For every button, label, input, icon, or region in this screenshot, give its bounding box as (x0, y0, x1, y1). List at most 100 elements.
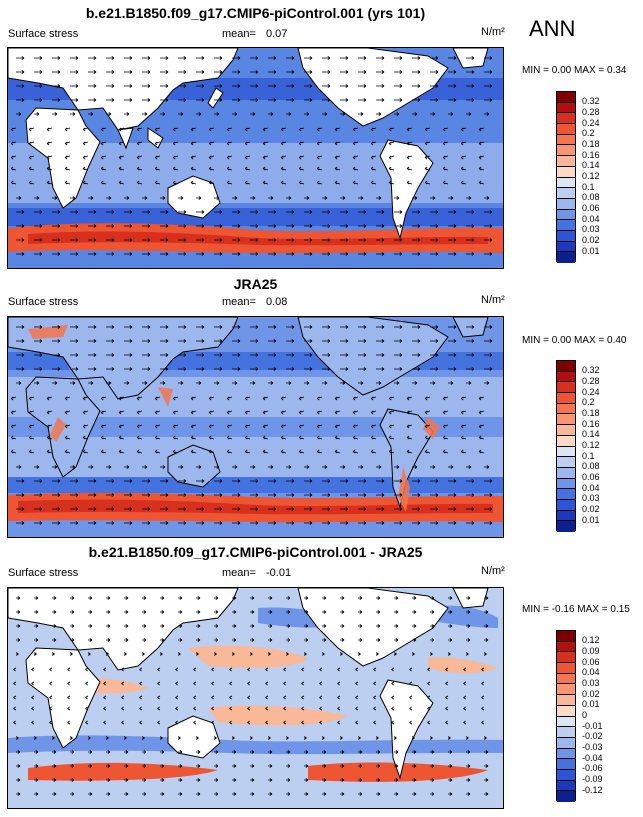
wind-vector-arrow (229, 695, 233, 700)
wind-vector-arrow (229, 667, 233, 672)
colorbar-swatch (557, 220, 575, 231)
wind-vector-arrow (16, 638, 21, 642)
wind-vector-arrow (376, 465, 382, 469)
wind-vector-arrow (340, 381, 346, 385)
wind-vector-arrow (190, 410, 197, 415)
wind-vector-arrow (286, 98, 295, 102)
wind-vector-arrow (244, 180, 251, 185)
wind-vector-arrow (412, 652, 415, 656)
colorbar-swatch (557, 521, 575, 532)
wind-vector-arrow (154, 127, 161, 132)
wind-vector-arrow (178, 610, 183, 614)
wind-vector-arrow (322, 84, 331, 88)
wind-vector-arrow (250, 224, 259, 228)
wind-vector-arrow (250, 238, 259, 242)
wind-vector-arrow (283, 720, 287, 725)
colorbar-swatch (557, 134, 575, 146)
wind-vector-arrow (211, 695, 215, 700)
wind-vector-arrow (406, 410, 413, 415)
wind-vector-arrow (301, 667, 305, 672)
wind-vector-arrow (388, 155, 395, 160)
wind-vector-arrow (70, 224, 79, 228)
wind-vector-arrow (298, 410, 305, 415)
wind-vector-arrow (394, 778, 399, 782)
wind-vector-arrow (460, 155, 467, 160)
wind-vector-arrow (190, 180, 197, 185)
wind-vector-arrow (340, 764, 345, 768)
wind-vector-arrow (334, 449, 341, 454)
wind-vector-arrow (88, 521, 97, 525)
wind-vector-arrow (34, 610, 39, 614)
wind-vector-arrow (358, 493, 367, 497)
wind-vector-arrow (34, 84, 43, 88)
wind-vector-arrow (406, 435, 413, 440)
wind-vector-arrow (358, 196, 364, 200)
wind-vector-arrow (322, 70, 331, 74)
wind-vector-arrow (178, 479, 187, 483)
wind-vector-arrow (268, 224, 277, 228)
wind-vector-arrow (175, 706, 179, 711)
colorbar-swatch (557, 510, 575, 522)
wind-vector-arrow (268, 252, 277, 256)
colorbar-tick-label: -0.04 (582, 753, 603, 763)
wind-vector-arrow (340, 624, 345, 628)
wind-vector-arrow (16, 764, 21, 768)
colorbar-tick-label: 0.06 (582, 657, 600, 667)
wind-vector-arrow (52, 84, 61, 88)
wind-vector-arrow (265, 720, 269, 725)
wind-vector-arrow (106, 778, 111, 782)
wind-vector-arrow (106, 238, 115, 242)
wind-vector-arrow (322, 638, 327, 642)
wind-vector-arrow (358, 652, 361, 656)
wind-vector-arrow (160, 339, 169, 343)
wind-vector-arrow (52, 367, 61, 371)
wind-vector-arrow (232, 624, 237, 628)
wind-vector-arrow (121, 695, 125, 700)
wind-vector-arrow (286, 624, 291, 628)
wind-vector-arrow (160, 252, 169, 256)
wind-vector-arrow (394, 493, 403, 497)
colorbar-swatch (557, 780, 575, 792)
colorbar-swatch (557, 705, 575, 717)
wind-vector-arrow (106, 736, 109, 740)
wind-vector-arrow (34, 465, 40, 469)
wind-vector-arrow (316, 435, 323, 440)
wind-vector-arrow (460, 180, 467, 185)
wind-vector-arrow (280, 155, 287, 160)
wind-vector-arrow (484, 750, 489, 754)
wind-vector-arrow (406, 141, 413, 146)
wind-vector-arrow (196, 465, 202, 469)
wind-vector-arrow (232, 792, 237, 796)
wind-vector-arrow (52, 479, 61, 483)
wind-vector-arrow (106, 465, 112, 469)
wind-vector-arrow (88, 210, 97, 214)
wind-vector-arrow (52, 736, 55, 740)
wind-vector-arrow (88, 596, 93, 600)
wind-vector-arrow (106, 325, 115, 329)
wind-vector-arrow (322, 493, 331, 497)
season-label: ANN (529, 16, 576, 41)
wind-vector-arrow (88, 652, 91, 656)
wind-vector-arrow (190, 396, 197, 401)
wind-vector-arrow (376, 479, 385, 483)
colorbar-swatch (557, 737, 575, 749)
wind-vector-arrow (88, 479, 97, 483)
wind-vector-arrow (355, 695, 359, 700)
wind-vector-arrow (466, 210, 475, 214)
wind-vector-arrow (16, 84, 25, 88)
wind-vector-arrow (16, 381, 22, 385)
wind-vector-arrow (304, 252, 313, 256)
wind-vector-arrow (304, 84, 313, 88)
wind-vector-arrow (334, 424, 341, 429)
wind-vector-arrow (160, 84, 169, 88)
wind-vector-arrow (370, 449, 377, 454)
wind-vector-arrow (334, 410, 341, 415)
wind-vector-arrow (388, 424, 395, 429)
wind-vector-arrow (466, 750, 471, 754)
wind-vector-arrow (358, 112, 364, 116)
wind-vector-arrow (178, 224, 187, 228)
wind-vector-arrow (268, 84, 277, 88)
wind-vector-arrow (448, 252, 457, 256)
wind-vector-arrow (193, 681, 197, 686)
wind-vector-arrow (124, 493, 133, 497)
